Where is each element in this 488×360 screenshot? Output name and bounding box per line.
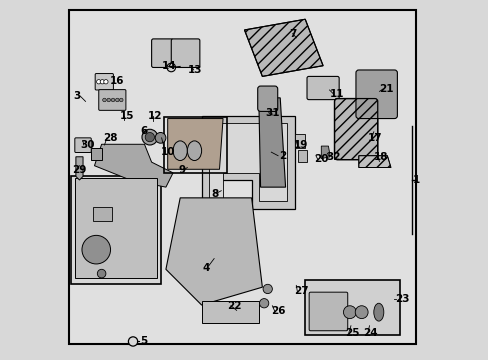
Circle shape bbox=[107, 98, 110, 102]
Ellipse shape bbox=[373, 303, 383, 321]
Bar bbox=[294, 134, 305, 148]
Bar bbox=[305, 280, 399, 336]
FancyBboxPatch shape bbox=[171, 39, 200, 67]
Circle shape bbox=[111, 98, 115, 102]
FancyBboxPatch shape bbox=[334, 99, 377, 159]
Text: 26: 26 bbox=[271, 306, 285, 316]
Text: 29: 29 bbox=[72, 165, 86, 175]
FancyBboxPatch shape bbox=[151, 39, 173, 67]
Text: 14: 14 bbox=[162, 61, 176, 71]
Polygon shape bbox=[94, 144, 173, 187]
Polygon shape bbox=[91, 148, 102, 160]
Polygon shape bbox=[75, 178, 157, 278]
Text: 22: 22 bbox=[227, 301, 242, 311]
Circle shape bbox=[142, 129, 157, 145]
Polygon shape bbox=[167, 118, 223, 169]
Ellipse shape bbox=[173, 141, 187, 161]
Text: 6: 6 bbox=[140, 126, 147, 136]
Circle shape bbox=[128, 337, 138, 346]
Polygon shape bbox=[208, 123, 287, 202]
Circle shape bbox=[97, 269, 106, 278]
FancyBboxPatch shape bbox=[308, 292, 347, 331]
Polygon shape bbox=[358, 156, 390, 167]
Circle shape bbox=[259, 298, 268, 308]
Polygon shape bbox=[258, 98, 285, 187]
Text: 10: 10 bbox=[160, 147, 175, 157]
FancyBboxPatch shape bbox=[306, 76, 339, 100]
Circle shape bbox=[100, 80, 104, 84]
Circle shape bbox=[145, 132, 154, 142]
Ellipse shape bbox=[187, 141, 201, 161]
Bar bbox=[93, 207, 112, 221]
Circle shape bbox=[97, 80, 101, 84]
Text: 7: 7 bbox=[288, 28, 296, 39]
Text: 25: 25 bbox=[345, 328, 359, 338]
Circle shape bbox=[103, 80, 108, 84]
Circle shape bbox=[119, 98, 123, 102]
Polygon shape bbox=[76, 157, 83, 180]
Text: 5: 5 bbox=[140, 337, 147, 346]
Text: 4: 4 bbox=[202, 262, 209, 273]
FancyBboxPatch shape bbox=[355, 70, 397, 118]
Text: 31: 31 bbox=[264, 108, 279, 118]
Circle shape bbox=[166, 63, 175, 72]
Text: 12: 12 bbox=[148, 111, 162, 121]
Text: 21: 21 bbox=[379, 84, 393, 94]
Text: 30: 30 bbox=[80, 140, 95, 150]
Text: 9: 9 bbox=[178, 165, 185, 175]
Polygon shape bbox=[201, 301, 258, 323]
Text: 1: 1 bbox=[412, 175, 420, 185]
Text: 18: 18 bbox=[373, 152, 387, 162]
Polygon shape bbox=[244, 19, 323, 76]
Text: 11: 11 bbox=[329, 89, 344, 99]
Text: 17: 17 bbox=[367, 133, 382, 143]
Text: 3: 3 bbox=[74, 91, 81, 101]
Polygon shape bbox=[201, 116, 294, 208]
Text: 19: 19 bbox=[293, 140, 307, 150]
Circle shape bbox=[102, 98, 106, 102]
Polygon shape bbox=[321, 146, 329, 158]
Bar bbox=[164, 117, 226, 173]
Bar bbox=[298, 150, 306, 162]
Text: 23: 23 bbox=[394, 294, 409, 303]
Text: 32: 32 bbox=[325, 152, 340, 162]
Text: 24: 24 bbox=[363, 328, 377, 338]
Text: 2: 2 bbox=[278, 151, 285, 161]
Text: 15: 15 bbox=[120, 111, 134, 121]
FancyBboxPatch shape bbox=[257, 86, 277, 111]
FancyBboxPatch shape bbox=[75, 138, 91, 153]
Text: 28: 28 bbox=[103, 133, 118, 143]
FancyBboxPatch shape bbox=[99, 90, 125, 111]
Circle shape bbox=[82, 235, 110, 264]
FancyBboxPatch shape bbox=[95, 73, 113, 90]
Text: 16: 16 bbox=[109, 76, 124, 86]
Circle shape bbox=[115, 98, 119, 102]
Polygon shape bbox=[165, 198, 262, 305]
Text: 27: 27 bbox=[293, 287, 308, 296]
Circle shape bbox=[155, 132, 165, 143]
Circle shape bbox=[263, 284, 272, 294]
Text: 8: 8 bbox=[211, 189, 219, 199]
Bar bbox=[71, 176, 160, 284]
Circle shape bbox=[343, 306, 356, 319]
Text: 20: 20 bbox=[313, 154, 328, 164]
Text: 13: 13 bbox=[188, 65, 202, 75]
Circle shape bbox=[354, 306, 367, 319]
